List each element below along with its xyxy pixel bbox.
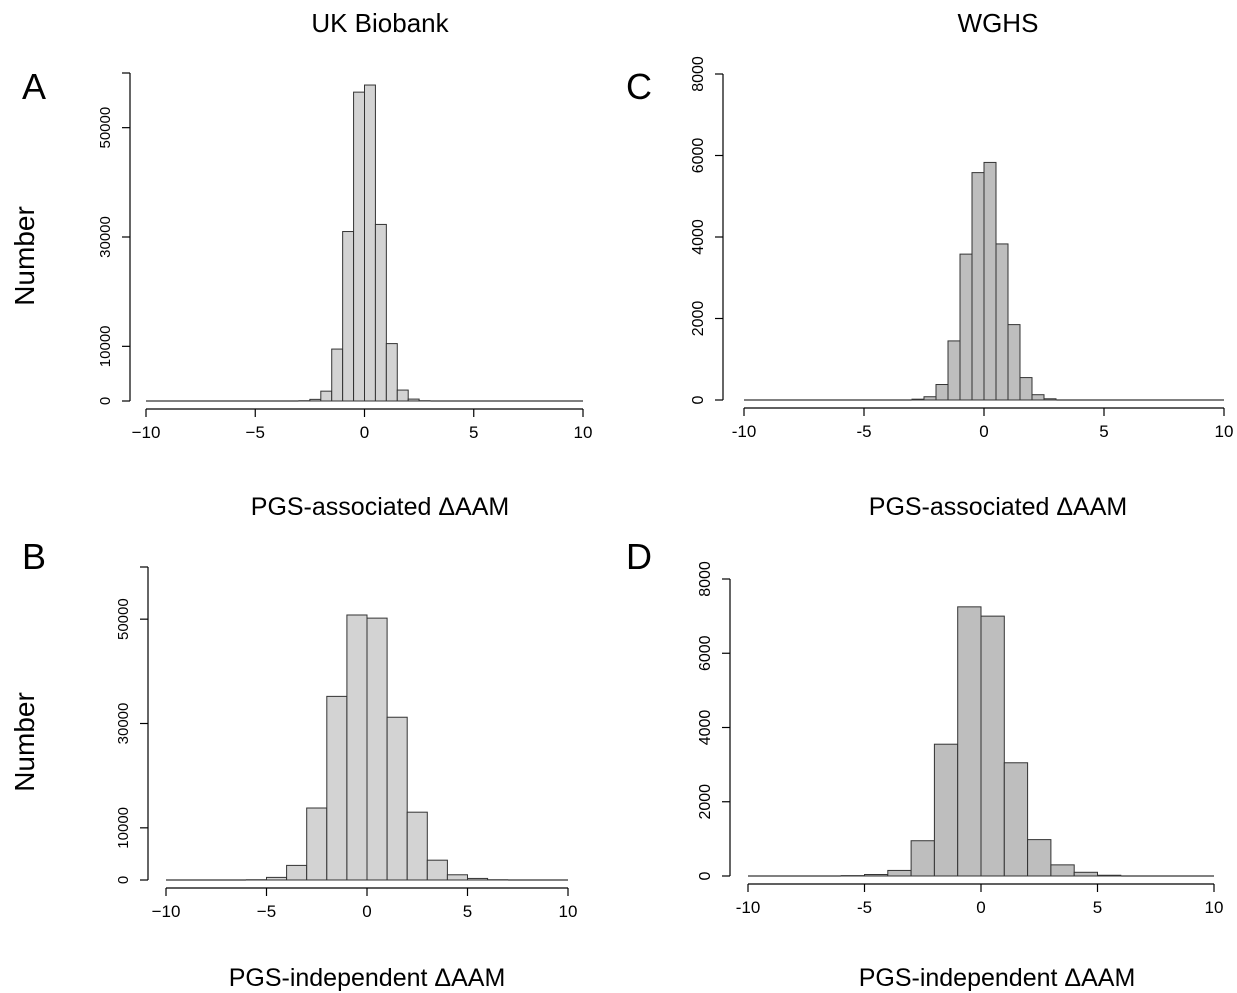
x-tick-label: -5 (856, 422, 871, 441)
x-axis-label: PGS-associated ΔAAM (251, 493, 509, 521)
histogram-bar (1097, 874, 1122, 877)
x-tick-label: 10 (574, 423, 593, 442)
histogram-bar (864, 874, 889, 877)
histogram-bar (467, 877, 489, 881)
histogram-bar (1027, 839, 1052, 877)
histogram-bar (374, 223, 387, 402)
x-tick-label: -5 (857, 898, 872, 917)
histogram-bar (1019, 377, 1033, 401)
histogram-bar (1031, 394, 1045, 401)
x-tick-label: 10 (1205, 898, 1224, 917)
histogram-bar (995, 243, 1009, 401)
y-tick-label: 8000 (690, 56, 707, 92)
histogram-bar (426, 859, 448, 881)
y-tick-label: 2000 (697, 784, 714, 820)
y-tick-label: 6000 (697, 635, 714, 671)
x-tick-label: -10 (736, 898, 761, 917)
column-title-wghs: WGHS (957, 8, 1039, 38)
x-axis-label: PGS-independent ΔAAM (859, 964, 1136, 992)
y-tick-label: 8000 (697, 561, 714, 597)
histogram-bar (446, 874, 468, 881)
x-tick-label: 5 (1099, 422, 1108, 441)
x-tick-label: 0 (976, 898, 985, 917)
y-tick-label: 2000 (690, 301, 707, 337)
histogram-bar (1043, 398, 1057, 401)
x-tick-label: 5 (1093, 898, 1102, 917)
histogram-bar (933, 743, 959, 877)
histogram-bar (1073, 871, 1098, 877)
y-tick-label: 4000 (697, 710, 714, 746)
histogram-bar (1050, 864, 1075, 877)
x-tick-label: −10 (132, 423, 161, 442)
column-title-uk-biobank: UK Biobank (311, 8, 449, 38)
histogram-bar (1007, 324, 1021, 401)
panel-letter-b: B (22, 536, 47, 577)
x-tick-label: 5 (463, 902, 472, 921)
histogram-bar (957, 606, 982, 877)
histogram-bar (386, 716, 408, 881)
x-tick-label: 0 (362, 902, 371, 921)
y-tick-label: 0 (690, 395, 707, 404)
y-tick-label: 30000 (115, 703, 132, 745)
x-tick-label: −5 (246, 423, 265, 442)
y-tick-label: 4000 (690, 219, 707, 255)
histogram-bar (407, 398, 420, 402)
x-axis-label: PGS-independent ΔAAM (229, 964, 506, 992)
y-tick-label: 50000 (97, 107, 114, 149)
x-tick-label: -10 (732, 422, 757, 441)
x-tick-label: 0 (979, 422, 988, 441)
x-axis-label: PGS-associated ΔAAM (869, 493, 1127, 521)
x-tick-label: −5 (257, 902, 276, 921)
x-tick-label: −10 (152, 902, 181, 921)
y-tick-label: 0 (115, 876, 132, 884)
y-tick-label: 6000 (690, 138, 707, 174)
histogram-bar (980, 615, 1005, 877)
y-tick-label: 0 (97, 397, 114, 405)
y-tick-label: 10000 (115, 807, 132, 849)
histogram-bar (887, 869, 912, 877)
histogram-bar (406, 811, 428, 881)
histogram-bar (1003, 762, 1029, 877)
histogram-bar (396, 389, 409, 402)
panel-letter-a: A (22, 66, 47, 107)
histogram-bar (385, 343, 398, 402)
histogram-bar (910, 840, 935, 877)
panel-letter-c: C (626, 66, 652, 107)
y-tick-label: 30000 (97, 216, 114, 258)
x-tick-label: 5 (469, 423, 478, 442)
y-tick-label: 0 (697, 871, 714, 880)
x-tick-label: 10 (559, 902, 578, 921)
y-tick-label: 50000 (115, 598, 132, 640)
panel-letter-d: D (626, 536, 652, 577)
x-tick-label: 10 (1215, 422, 1234, 441)
x-tick-label: 0 (360, 423, 369, 442)
y-tick-label: 10000 (97, 325, 114, 367)
